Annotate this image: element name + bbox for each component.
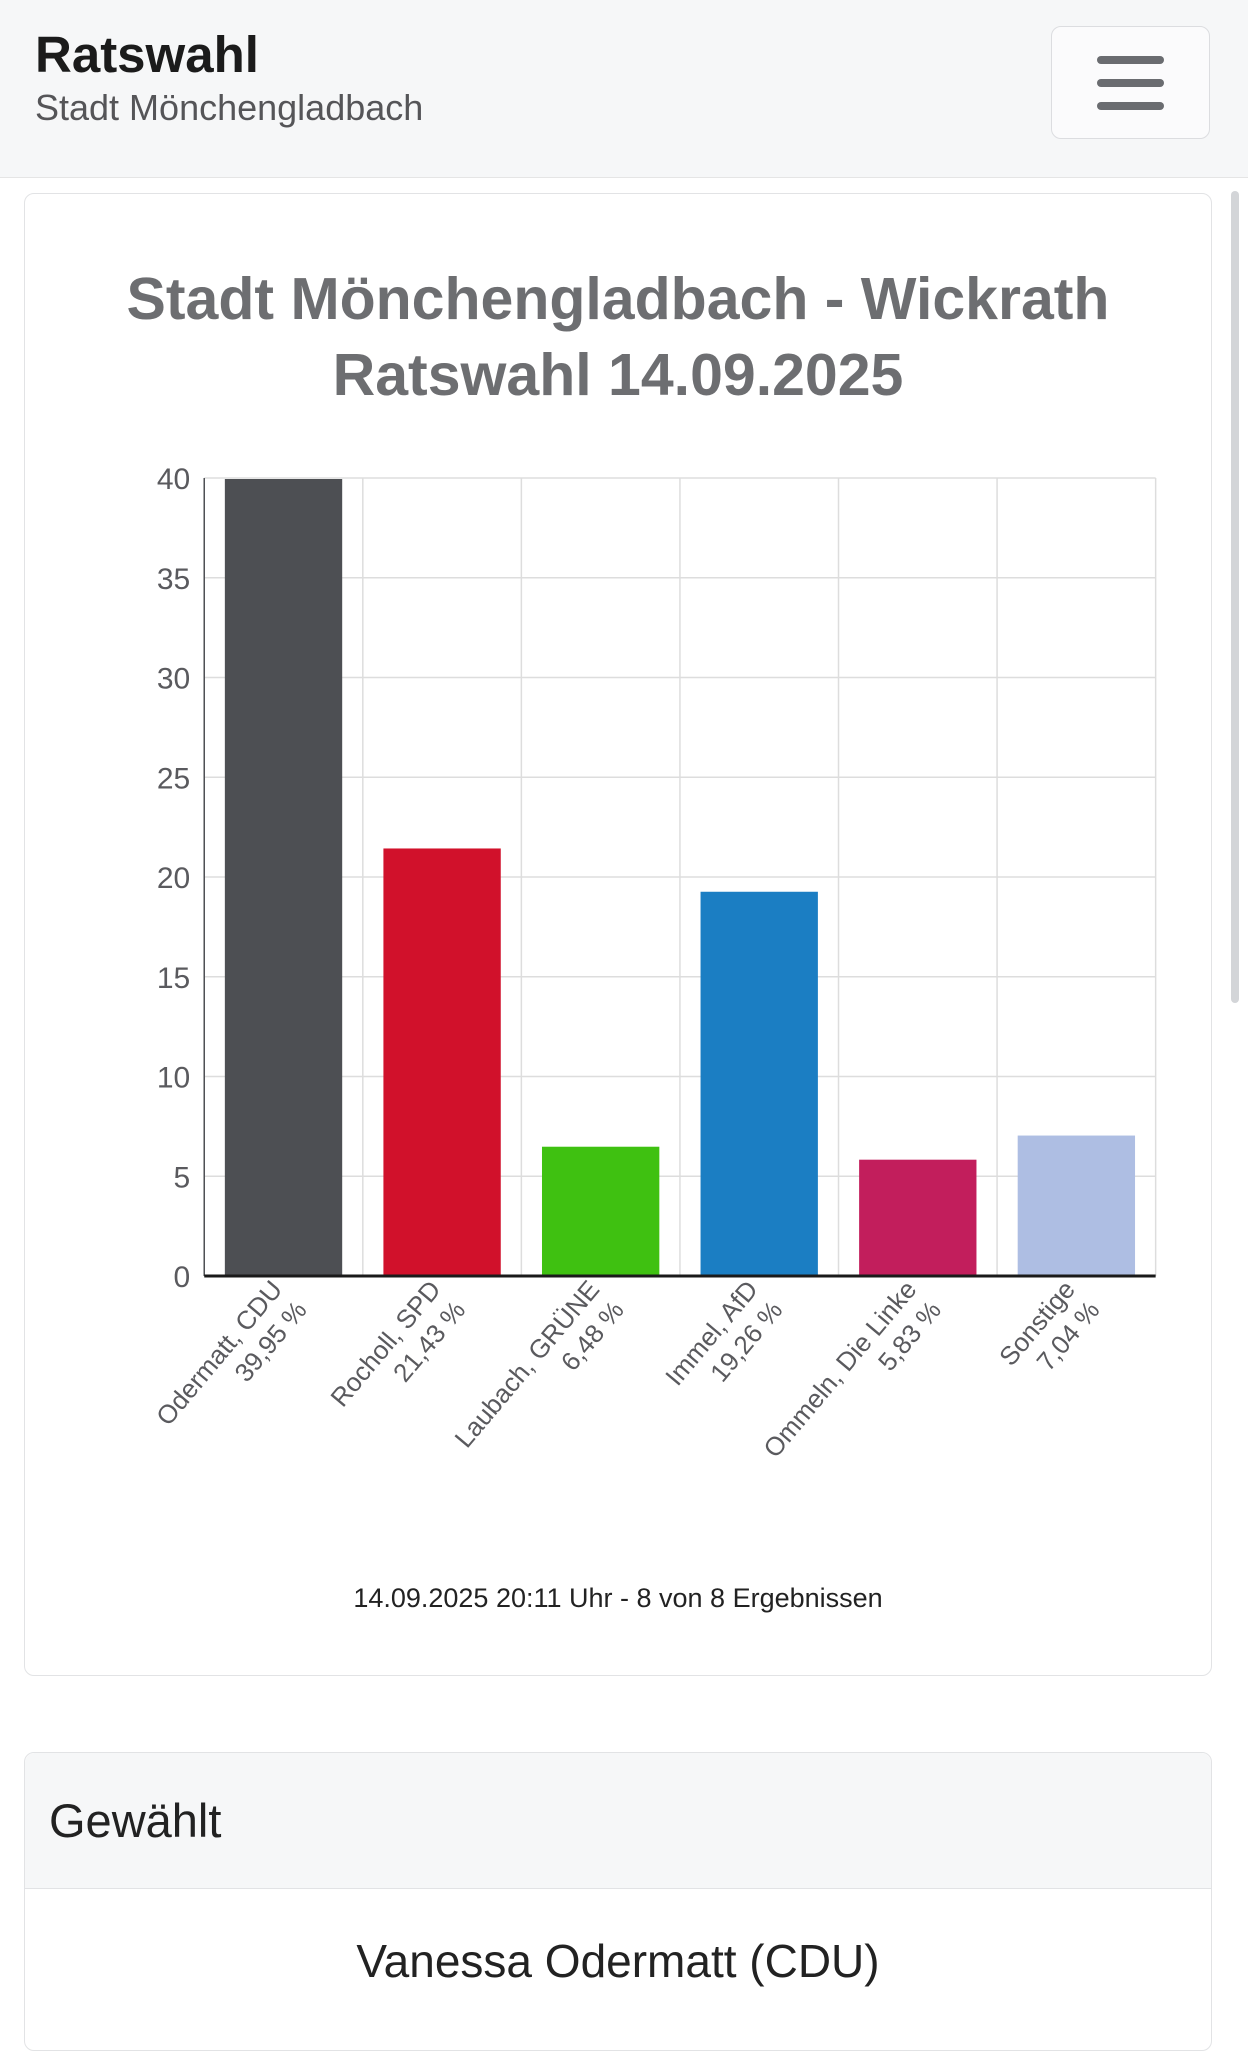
svg-text:0: 0 bbox=[174, 1261, 191, 1294]
svg-text:25: 25 bbox=[157, 762, 190, 795]
svg-text:40: 40 bbox=[157, 463, 190, 496]
svg-text:5: 5 bbox=[174, 1161, 191, 1194]
svg-text:30: 30 bbox=[157, 663, 190, 696]
svg-text:10: 10 bbox=[157, 1062, 190, 1095]
svg-text:35: 35 bbox=[157, 563, 190, 596]
svg-text:15: 15 bbox=[157, 962, 190, 995]
svg-text:20: 20 bbox=[157, 862, 190, 895]
